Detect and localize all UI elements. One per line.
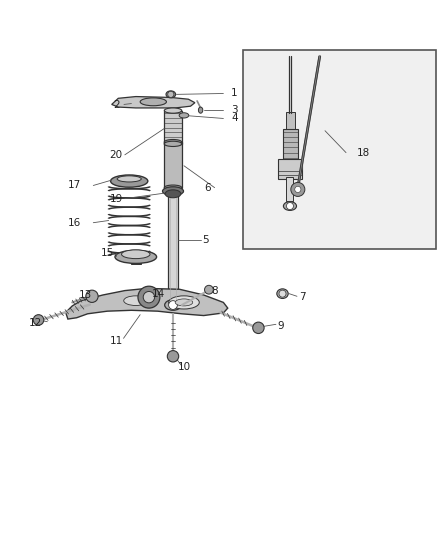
Ellipse shape bbox=[164, 108, 182, 113]
Polygon shape bbox=[66, 288, 228, 319]
Text: 11: 11 bbox=[110, 336, 123, 346]
Text: 5: 5 bbox=[202, 235, 209, 245]
Ellipse shape bbox=[162, 187, 184, 196]
Ellipse shape bbox=[175, 299, 193, 306]
Ellipse shape bbox=[166, 91, 176, 98]
Ellipse shape bbox=[165, 300, 181, 310]
Ellipse shape bbox=[165, 190, 181, 198]
Ellipse shape bbox=[179, 113, 189, 118]
Text: 3: 3 bbox=[231, 104, 238, 115]
Ellipse shape bbox=[164, 141, 182, 147]
Circle shape bbox=[286, 203, 293, 209]
Circle shape bbox=[205, 285, 213, 294]
Bar bbox=[286, 112, 295, 131]
Circle shape bbox=[295, 187, 301, 192]
Ellipse shape bbox=[198, 107, 203, 113]
Ellipse shape bbox=[277, 289, 288, 298]
Text: 8: 8 bbox=[211, 286, 218, 296]
Text: 18: 18 bbox=[357, 148, 370, 158]
Circle shape bbox=[253, 322, 264, 334]
Bar bbox=[131, 256, 141, 264]
Text: 16: 16 bbox=[68, 217, 81, 228]
Bar bbox=[243, 50, 436, 249]
Ellipse shape bbox=[117, 176, 141, 182]
Text: 2: 2 bbox=[113, 100, 120, 110]
Ellipse shape bbox=[169, 296, 199, 309]
Text: 6: 6 bbox=[205, 183, 212, 192]
Bar bbox=[164, 142, 182, 188]
Circle shape bbox=[168, 91, 174, 98]
Circle shape bbox=[33, 314, 44, 325]
Ellipse shape bbox=[110, 175, 148, 187]
Bar bbox=[278, 159, 302, 179]
Circle shape bbox=[86, 290, 98, 302]
Text: 17: 17 bbox=[68, 181, 81, 190]
Ellipse shape bbox=[164, 185, 182, 190]
Circle shape bbox=[143, 292, 155, 303]
Bar bbox=[283, 128, 298, 161]
Polygon shape bbox=[112, 96, 195, 108]
Text: 15: 15 bbox=[101, 248, 114, 259]
Text: 1: 1 bbox=[231, 88, 238, 99]
Ellipse shape bbox=[140, 98, 166, 106]
Text: 12: 12 bbox=[28, 318, 42, 328]
Text: 9: 9 bbox=[277, 321, 284, 330]
Circle shape bbox=[167, 351, 179, 362]
Ellipse shape bbox=[115, 251, 157, 263]
Circle shape bbox=[169, 301, 177, 310]
Bar bbox=[286, 177, 293, 201]
Text: 13: 13 bbox=[79, 290, 92, 300]
Ellipse shape bbox=[164, 140, 182, 145]
Text: 4: 4 bbox=[231, 114, 238, 124]
Text: 14: 14 bbox=[152, 289, 165, 298]
Ellipse shape bbox=[121, 250, 150, 259]
Circle shape bbox=[291, 182, 305, 197]
Circle shape bbox=[279, 290, 286, 297]
Text: 20: 20 bbox=[110, 150, 123, 160]
Text: 7: 7 bbox=[299, 292, 306, 302]
Circle shape bbox=[138, 286, 160, 308]
Ellipse shape bbox=[124, 296, 148, 305]
Text: 19: 19 bbox=[110, 193, 123, 204]
Bar bbox=[168, 192, 178, 302]
Bar bbox=[164, 110, 182, 144]
Ellipse shape bbox=[283, 201, 297, 211]
Text: 10: 10 bbox=[177, 362, 191, 372]
